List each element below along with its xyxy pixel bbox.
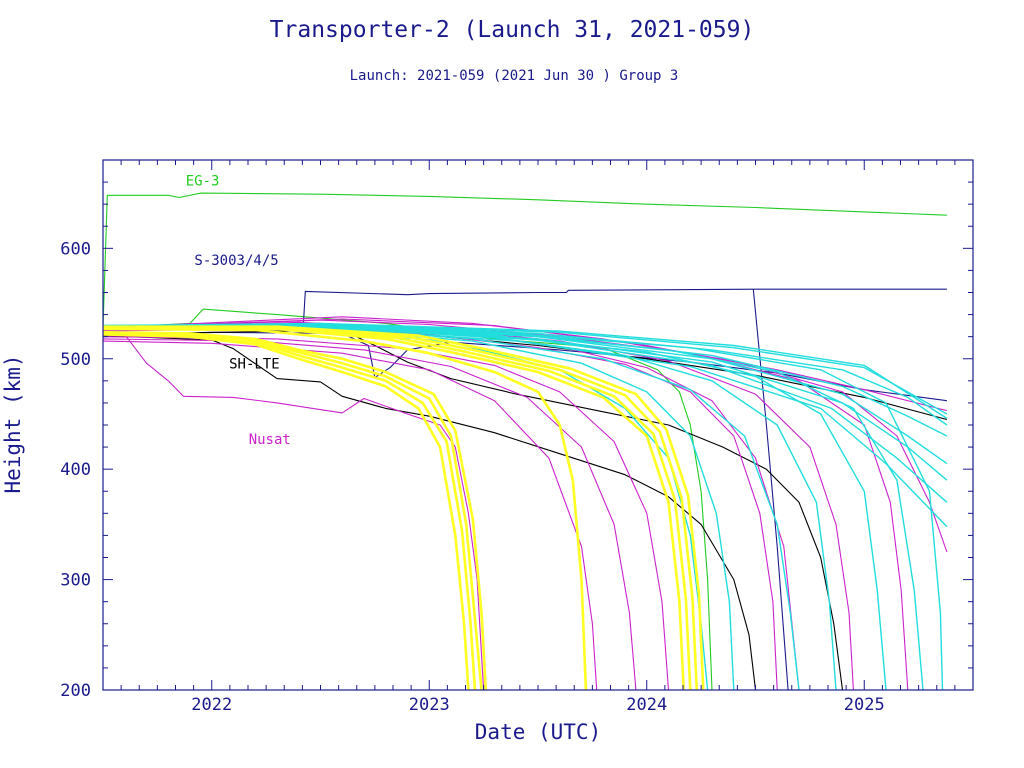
y-axis-title: Height (km) xyxy=(1,354,25,493)
series-line-yellow-35 xyxy=(103,331,483,690)
annotation-layer: EG-3 S-3003/4/5 SH-LTE Nusat xyxy=(186,173,291,447)
series-line-cyan-28 xyxy=(103,326,948,503)
annotation-label-0: EG-3 xyxy=(186,173,220,189)
series-line-yellow-33 xyxy=(103,333,470,690)
series-line-cyan-32 xyxy=(103,328,709,690)
chart-title: Transporter-2 (Launch 31, 2021-059) xyxy=(270,17,755,43)
series-line-yellow-40 xyxy=(103,326,699,690)
series-line-cyan-26 xyxy=(103,324,948,465)
series-line-yellow-38 xyxy=(103,326,685,690)
y-tick-label: 500 xyxy=(60,350,91,370)
annotation-label-3: Nusat xyxy=(249,432,291,448)
y-tick-label: 400 xyxy=(60,460,91,480)
series-layer xyxy=(103,192,948,690)
series-line-green-0 xyxy=(103,192,947,328)
series-line-cyan-27 xyxy=(103,326,948,481)
series-line-cyan-31 xyxy=(103,322,948,419)
y-tick-label: 200 xyxy=(60,681,91,701)
series-line-black-5 xyxy=(103,335,757,690)
x-tick-label: 2023 xyxy=(409,695,450,715)
tick-layer: 2022 2023 2024 2025 200 300 400 500 600 xyxy=(60,159,974,715)
x-axis-title: Date (UTC) xyxy=(475,720,601,744)
series-line-magenta-16 xyxy=(103,318,948,412)
series-line-magenta-10 xyxy=(103,338,637,690)
x-tick-label: 2024 xyxy=(626,695,667,715)
series-line-green-1 xyxy=(103,308,713,690)
series-line-magenta-11 xyxy=(103,336,670,690)
series-line-yellow-41 xyxy=(103,325,705,690)
series-line-cyan-18 xyxy=(103,328,735,690)
series-line-magenta-8 xyxy=(103,328,485,690)
series-line-cyan-30 xyxy=(103,323,948,415)
x-tick-label: 2025 xyxy=(844,695,885,715)
annotation-label-2: SH-LTE xyxy=(229,357,280,373)
y-tick-label: 300 xyxy=(60,571,91,591)
plot-frame xyxy=(102,159,974,691)
y-tick-label: 600 xyxy=(60,239,91,259)
series-line-yellow-37 xyxy=(103,327,588,690)
series-line-cyan-29 xyxy=(103,327,948,528)
chart-subtitle: Launch: 2021-059 (2021 Jun 30 ) Group 3 xyxy=(350,68,679,84)
series-line-magenta-13 xyxy=(103,322,854,690)
series-line-magenta-9 xyxy=(103,340,598,690)
x-tick-label: 2022 xyxy=(191,695,232,715)
annotation-label-1: S-3003/4/5 xyxy=(194,253,278,269)
series-line-yellow-36 xyxy=(103,331,488,690)
